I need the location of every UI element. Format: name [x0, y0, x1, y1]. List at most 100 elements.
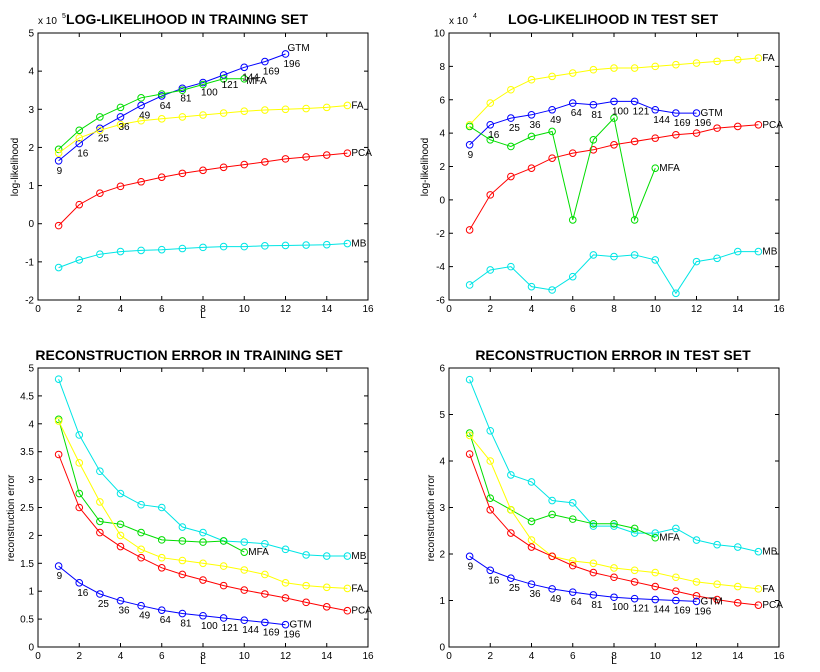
series-label-mb: MB	[762, 547, 777, 558]
data-point	[281, 545, 290, 554]
annotation-label: 121	[633, 106, 650, 117]
y-tick-label: 10	[434, 29, 446, 40]
data-point	[589, 136, 598, 144]
data-point	[199, 78, 207, 87]
x-tick-label: 2	[76, 651, 82, 662]
data-point	[630, 578, 639, 586]
y-tick-label: 2	[28, 531, 34, 542]
series-label-mfa: MFA	[246, 76, 267, 87]
data-point	[507, 172, 515, 181]
x-tick-label: 14	[732, 651, 744, 662]
data-point	[486, 191, 495, 199]
y-exponent-base: x 10	[449, 16, 468, 27]
data-point	[302, 153, 310, 161]
data-point	[261, 57, 269, 66]
series-fa: FA	[54, 417, 364, 594]
data-point	[672, 587, 680, 596]
annotation-label: 25	[509, 123, 521, 134]
data-point	[651, 256, 660, 264]
data-point	[322, 552, 331, 560]
data-point	[178, 537, 187, 545]
data-point	[692, 257, 701, 266]
data-point	[713, 124, 721, 132]
data-point	[343, 101, 352, 110]
data-point	[157, 563, 166, 572]
data-point	[589, 519, 598, 528]
data-point	[240, 63, 249, 72]
data-point	[137, 601, 145, 610]
y-tick-label: 4	[439, 129, 445, 140]
data-point	[54, 417, 63, 425]
data-point	[548, 154, 556, 162]
data-point	[568, 216, 577, 224]
data-point	[507, 506, 515, 514]
data-point	[651, 134, 660, 142]
y-axis-label: reconstruction error	[426, 474, 437, 561]
data-point	[240, 616, 249, 625]
data-point	[137, 116, 145, 125]
annotation-label: 9	[57, 571, 63, 582]
data-point	[486, 99, 495, 107]
data-point	[281, 241, 290, 250]
data-point	[630, 137, 639, 146]
data-point	[672, 596, 680, 605]
data-point	[630, 566, 639, 575]
series-label-mb: MB	[351, 239, 366, 250]
y-tick-label: -2	[25, 296, 34, 307]
series-label-fa: FA	[351, 583, 364, 594]
data-point	[240, 107, 249, 115]
data-point	[527, 282, 536, 291]
y-tick-label: 2	[439, 162, 445, 173]
y-tick-label: 0	[28, 643, 34, 654]
data-point	[733, 582, 742, 591]
data-point	[651, 568, 660, 577]
data-point	[219, 242, 228, 251]
annotation-label: 9	[468, 150, 474, 161]
series-line-fa	[58, 420, 348, 589]
x-tick-label: 2	[487, 651, 493, 662]
x-tick-label: 0	[35, 304, 41, 315]
series-label-pca: PCA	[351, 606, 372, 617]
data-point	[178, 570, 187, 579]
annotation-label: 64	[160, 101, 172, 112]
data-point	[75, 139, 84, 148]
x-tick-label: 0	[35, 651, 41, 662]
panel-test-recon: RECONSTRUCTION ERROR IN TEST SET L recon…	[426, 347, 751, 667]
annotation-label: 144	[242, 625, 259, 636]
annotation-label: 49	[550, 594, 562, 605]
annotation-label: 169	[674, 606, 691, 617]
data-point	[548, 496, 556, 505]
data-point	[630, 594, 639, 603]
y-tick-label: 4.5	[20, 391, 34, 402]
series-label-fa: FA	[762, 584, 775, 595]
y-tick-label: 4	[28, 67, 34, 78]
x-tick-label: 16	[773, 651, 785, 662]
data-point	[465, 281, 474, 289]
series-label-mfa: MFA	[248, 547, 269, 558]
data-point	[75, 431, 84, 439]
series-line-pca	[469, 124, 759, 231]
data-point	[137, 94, 145, 102]
y-tick-label: -6	[436, 296, 445, 307]
data-point	[96, 498, 104, 506]
data-point	[568, 588, 577, 596]
series-pca: PCA	[465, 450, 783, 611]
data-point	[486, 506, 495, 514]
data-point	[754, 247, 763, 256]
data-point	[713, 540, 721, 549]
data-point	[692, 592, 701, 600]
data-point	[116, 120, 125, 129]
x-tick-label: 12	[280, 651, 292, 662]
data-point	[568, 561, 577, 570]
data-point	[302, 581, 310, 590]
data-point	[548, 510, 556, 519]
y-tick-label: 0.5	[20, 615, 34, 626]
x-tick-label: 6	[159, 304, 165, 315]
data-point	[137, 553, 145, 562]
data-point	[651, 582, 660, 591]
data-point	[527, 580, 536, 589]
data-point	[568, 272, 577, 281]
y-tick-label: 1	[28, 181, 34, 192]
annotation-label: 16	[488, 575, 500, 586]
